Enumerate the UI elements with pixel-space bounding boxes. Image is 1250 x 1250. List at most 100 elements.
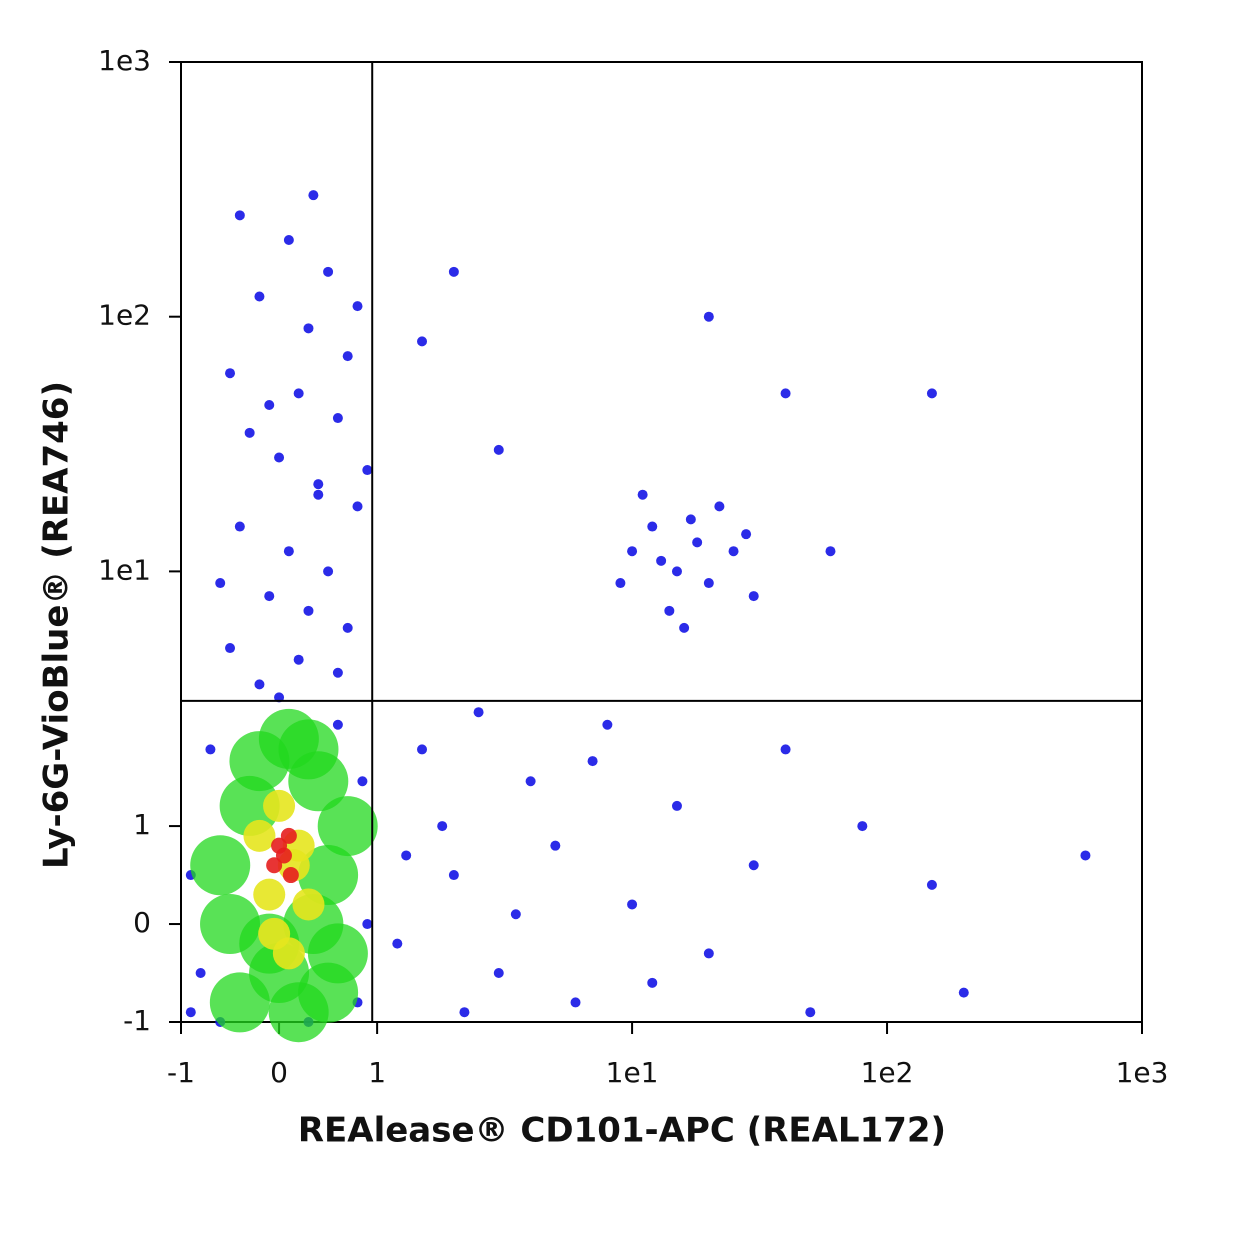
- point: [656, 555, 667, 566]
- point: [714, 501, 725, 512]
- point: [264, 591, 275, 602]
- point: [703, 311, 714, 322]
- point: [317, 796, 378, 857]
- point: [258, 917, 291, 950]
- point: [459, 1007, 470, 1018]
- point: [703, 948, 714, 959]
- point: [264, 400, 275, 411]
- point: [493, 444, 504, 455]
- point: [243, 819, 276, 852]
- point: [685, 514, 696, 525]
- point: [313, 479, 324, 490]
- point: [244, 427, 255, 438]
- point: [780, 388, 791, 399]
- point: [195, 968, 206, 979]
- point: [298, 962, 359, 1023]
- point: [271, 837, 288, 854]
- point: [748, 860, 759, 871]
- point: [254, 679, 265, 690]
- y-tick-label: 1e1: [98, 553, 151, 586]
- point: [602, 719, 613, 730]
- point: [254, 291, 265, 302]
- x-axis-title: REAlease® CD101-APC (REAL172): [298, 1111, 946, 1151]
- point: [225, 368, 236, 379]
- point: [1080, 850, 1091, 861]
- point: [958, 987, 969, 998]
- point: [332, 413, 343, 424]
- x-tick-label: 1e3: [1116, 1056, 1169, 1089]
- point: [587, 756, 598, 767]
- point: [401, 850, 412, 861]
- x-tick-label: 0: [270, 1056, 288, 1089]
- plot-frame: [180, 61, 1143, 1023]
- point: [258, 708, 319, 769]
- point: [352, 301, 363, 312]
- x-tick-label: -1: [167, 1056, 195, 1089]
- point: [671, 566, 682, 577]
- point: [205, 744, 216, 755]
- point: [615, 578, 626, 589]
- point: [805, 1007, 816, 1018]
- point: [352, 501, 363, 512]
- y-tick-label: 1e2: [98, 299, 151, 332]
- point: [417, 336, 428, 347]
- point: [825, 546, 836, 557]
- point: [185, 1007, 196, 1018]
- point: [234, 521, 245, 532]
- point: [283, 235, 294, 246]
- point: [857, 821, 868, 832]
- point: [570, 997, 581, 1008]
- point: [313, 489, 324, 500]
- point: [234, 210, 245, 221]
- point: [448, 870, 459, 881]
- x-tick-label: 1e1: [606, 1056, 659, 1089]
- point: [473, 707, 484, 718]
- point: [303, 323, 314, 334]
- point: [292, 888, 325, 921]
- point: [627, 899, 638, 910]
- point: [274, 692, 285, 703]
- point: [728, 546, 739, 557]
- point: [266, 857, 283, 874]
- point: [627, 546, 638, 557]
- y-tick-label: 1: [133, 808, 151, 841]
- point: [664, 605, 675, 616]
- point: [362, 919, 373, 930]
- point: [332, 719, 343, 730]
- point: [550, 840, 561, 851]
- point: [288, 751, 349, 812]
- point: [303, 605, 314, 616]
- x-tick-label: 1: [368, 1056, 386, 1089]
- point: [926, 879, 937, 890]
- point: [323, 566, 334, 577]
- point: [525, 776, 536, 787]
- point: [280, 827, 297, 844]
- point: [263, 789, 296, 822]
- point: [215, 578, 226, 589]
- point: [342, 622, 353, 633]
- point: [357, 776, 368, 787]
- x-tick-label: 1e2: [861, 1056, 914, 1089]
- y-tick-label: 0: [133, 906, 151, 939]
- point: [647, 977, 658, 988]
- point: [417, 744, 428, 755]
- point: [253, 878, 286, 911]
- point: [362, 465, 373, 476]
- point: [671, 800, 682, 811]
- y-axis-title: Ly-6G-VioBlue® (REA746): [37, 381, 77, 869]
- point: [274, 452, 285, 463]
- point: [510, 909, 521, 920]
- point: [342, 351, 353, 362]
- point: [448, 266, 459, 277]
- point: [190, 835, 251, 896]
- point: [647, 521, 658, 532]
- point: [308, 190, 319, 201]
- point: [493, 968, 504, 979]
- point: [703, 578, 714, 589]
- point: [637, 489, 648, 500]
- point: [293, 654, 304, 665]
- point: [437, 821, 448, 832]
- point: [741, 529, 752, 540]
- point: [392, 938, 403, 949]
